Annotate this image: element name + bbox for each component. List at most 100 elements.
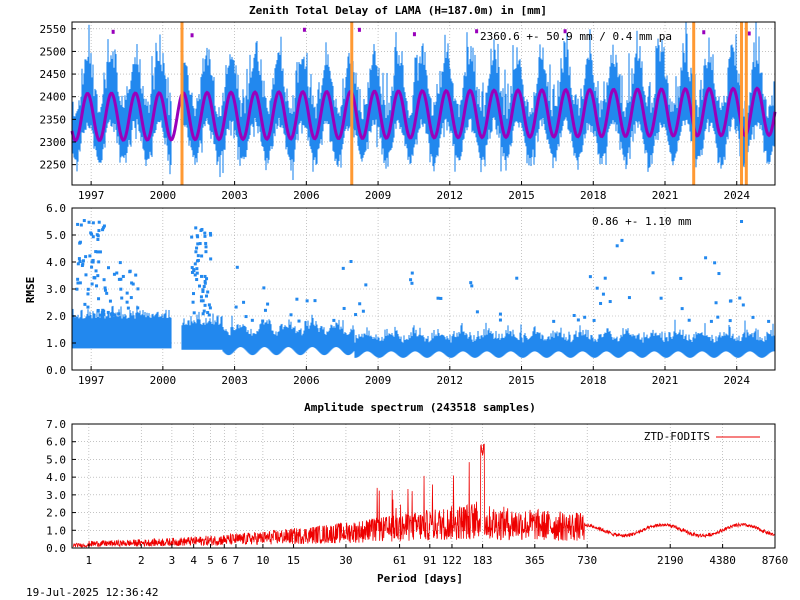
ztd-title: Zenith Total Delay of LAMA (H=187.0m) in…: [249, 4, 547, 17]
rmse-outlier-point: [410, 281, 414, 285]
spectrum-y-tick-label: 1.0: [46, 524, 66, 537]
rmse-outlier-point: [130, 281, 134, 285]
ztd-fit-curve: [70, 86, 777, 142]
rmse-outlier-point: [190, 235, 194, 239]
rmse-outlier-point: [728, 319, 732, 323]
rmse-outlier-point: [103, 288, 107, 292]
rmse-outlier-point: [603, 276, 607, 280]
rmse-outlier-point: [202, 285, 206, 289]
rmse-outlier-point: [195, 246, 199, 250]
ztd-y-tick-label: 2350: [40, 113, 67, 126]
rmse-outlier-point: [95, 284, 99, 288]
ztd-outlier-mark: [302, 27, 306, 32]
spectrum-plot-frame: [71, 423, 776, 549]
footer-timestamp: 19-Jul-2025 12:36:42: [26, 586, 158, 599]
ztd-offset-markers: [180, 22, 748, 185]
rmse-outlier-point: [498, 318, 502, 322]
rmse-outlier-point: [86, 305, 90, 309]
rmse-y-tick-label: 0.0: [46, 364, 66, 377]
spectrum-y-tick-label: 7.0: [46, 418, 66, 431]
rmse-outlier-point: [203, 231, 207, 235]
rmse-outlier-point: [332, 318, 336, 322]
rmse-y-tick-label: 4.0: [46, 256, 66, 269]
ztd-outlier-mark: [190, 33, 194, 38]
rmse-outlier-point: [751, 315, 755, 319]
rmse-outlier-point: [704, 256, 708, 260]
rmse-outlier-point: [651, 271, 655, 275]
spectrum-x-tick-label: 2: [138, 554, 145, 567]
spectrum-x-tick-label: 6: [221, 554, 228, 567]
ztd-x-tick-label: 2015: [508, 189, 535, 202]
rmse-outlier-point: [592, 318, 596, 322]
rmse-outlier-point: [84, 255, 88, 259]
rmse-outlier-point: [620, 238, 624, 242]
ztd-y-tick-label: 2500: [40, 45, 67, 58]
rmse-outlier-point: [498, 312, 502, 316]
rmse-outlier-point: [608, 300, 612, 304]
rmse-y-tick-label: 3.0: [46, 283, 66, 296]
rmse-outlier-point: [588, 275, 592, 279]
rmse-outlier-point: [99, 313, 103, 317]
spectrum-legend: ZTD-FODITS: [644, 430, 760, 443]
spectrum-x-tick-label: 30: [339, 554, 352, 567]
spectrum-x-tick-label: 3: [169, 554, 176, 567]
rmse-outlier-point: [136, 287, 140, 291]
spectrum-x-tick-label: 122: [442, 554, 462, 567]
rmse-outlier-point: [250, 318, 254, 322]
rmse-outlier-point: [126, 306, 130, 310]
rmse-y-tick-label: 6.0: [46, 202, 66, 215]
rmse-outlier-point: [97, 220, 101, 224]
spectrum-legend-label: ZTD-FODITS: [644, 430, 710, 443]
rmse-outlier-point: [201, 312, 205, 316]
rmse-outlier-point: [118, 261, 122, 265]
rmse-x-tick-label: 2006: [293, 374, 320, 387]
rmse-outlier-point: [190, 266, 194, 270]
rmse-outlier-point: [364, 283, 368, 287]
rmse-outlier-point: [87, 220, 91, 224]
rmse-outlier-point: [120, 296, 124, 300]
rmse-outlier-point: [78, 281, 82, 285]
spectrum-amplitude-line: [72, 443, 776, 549]
rmse-outlier-point: [112, 272, 116, 276]
rmse-outlier-point: [234, 305, 238, 309]
ztd-outlier-mark: [111, 29, 115, 34]
rmse-outlier-point: [207, 313, 211, 317]
rmse-outlier-point: [410, 271, 414, 275]
rmse-outlier-point: [206, 290, 210, 294]
rmse-outlier-point: [203, 281, 207, 285]
rmse-outlier-point: [266, 302, 270, 306]
rmse-outlier-point: [717, 272, 721, 276]
rmse-outlier-point: [515, 276, 519, 280]
rmse-outlier-point: [199, 299, 203, 303]
rmse-outlier-point: [313, 299, 317, 303]
rmse-ylabel: RMSE: [24, 277, 37, 304]
rmse-outlier-point: [131, 282, 135, 286]
rmse-outlier-point: [108, 299, 112, 303]
rmse-outlier-point: [94, 250, 98, 254]
rmse-outlier-point: [295, 297, 299, 301]
spectrum-x-tick-label: 365: [525, 554, 545, 567]
rmse-outlier-point: [196, 235, 200, 239]
spectrum-x-tick-label: 8760: [762, 554, 789, 567]
rmse-outlier-point: [262, 286, 266, 290]
rmse-outlier-point: [76, 262, 80, 266]
spectrum-y-tick-label: 3.0: [46, 489, 66, 502]
rmse-outlier-point: [97, 297, 101, 301]
rmse-outlier-point: [194, 250, 198, 254]
rmse-outlier-point: [687, 318, 691, 322]
rmse-outlier-point: [207, 303, 211, 307]
ztd-outlier-mark: [357, 27, 361, 32]
rmse-outlier-point: [198, 242, 202, 246]
rmse-outlier-point: [201, 299, 205, 303]
ztd-x-tick-label: 2003: [221, 189, 248, 202]
rmse-outlier-point: [192, 268, 196, 272]
rmse-outlier-point: [196, 254, 200, 258]
rmse-outlier-point: [111, 312, 115, 316]
rmse-outlier-point: [101, 228, 105, 232]
rmse-outlier-point: [354, 313, 358, 317]
rmse-outlier-point: [86, 287, 90, 291]
rmse-outlier-point: [90, 265, 94, 269]
rmse-outlier-point: [129, 296, 133, 300]
ztd-outlier-mark: [702, 30, 706, 35]
